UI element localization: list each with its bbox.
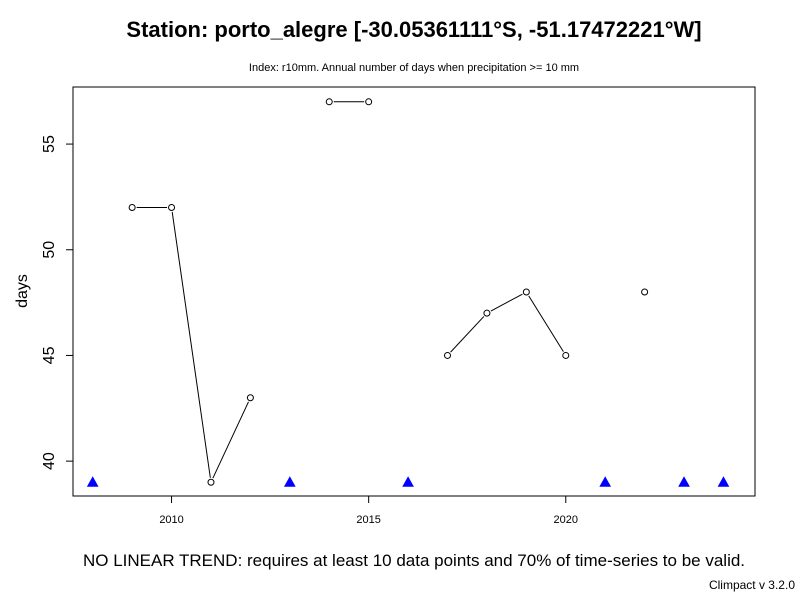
y-tick-label: 45 xyxy=(41,346,58,364)
series-line-segment xyxy=(528,295,564,352)
series-line-segment xyxy=(450,316,485,353)
missing-markers xyxy=(86,476,730,487)
chart-title: Station: porto_alegre [-30.05361111°S, -… xyxy=(126,17,701,42)
missing-year-marker xyxy=(678,476,690,487)
missing-year-marker xyxy=(599,476,612,487)
y-axis-label: days xyxy=(14,274,31,308)
x-tick-label: 2020 xyxy=(554,514,578,526)
x-axis: 2010 2015 2020 xyxy=(159,496,578,526)
missing-year-marker xyxy=(283,476,296,487)
data-point xyxy=(641,288,649,296)
data-point xyxy=(325,98,333,106)
y-tick-label: 50 xyxy=(41,241,58,259)
data-point xyxy=(207,478,215,486)
y-tick-label: 40 xyxy=(41,452,58,470)
chart-subtitle: Index: r10mm. Annual number of days when… xyxy=(249,62,579,74)
data-point xyxy=(483,309,491,317)
data-point xyxy=(168,203,176,211)
data-point xyxy=(246,394,254,402)
data-point xyxy=(562,351,570,359)
series-line-segment xyxy=(212,401,249,479)
data-point xyxy=(522,288,530,296)
y-axis: 40 45 50 55 xyxy=(41,135,73,470)
series-line-segment xyxy=(171,211,211,478)
credit-text: Climpact v 3.2.0 xyxy=(709,578,795,592)
data-point xyxy=(365,98,373,106)
series-points xyxy=(128,98,649,486)
missing-year-marker xyxy=(717,476,730,487)
y-tick-label: 55 xyxy=(41,135,58,153)
x-tick-label: 2015 xyxy=(356,514,380,526)
missing-year-marker xyxy=(402,476,414,487)
plot-frame xyxy=(72,86,756,497)
series-lines xyxy=(136,101,564,479)
data-point xyxy=(444,351,452,359)
missing-year-marker xyxy=(86,476,99,487)
trend-note: NO LINEAR TREND: requires at least 10 da… xyxy=(83,551,745,570)
series-line-segment xyxy=(490,293,523,312)
data-point xyxy=(128,203,136,211)
x-tick-label: 2010 xyxy=(159,514,183,526)
